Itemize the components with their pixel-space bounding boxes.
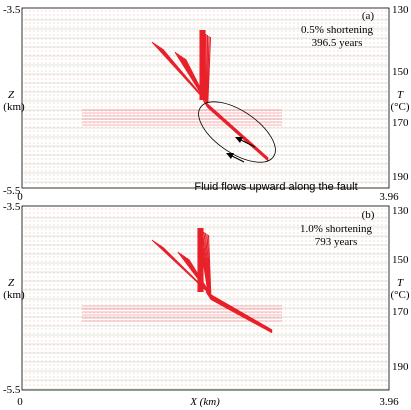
panel-b-t-tick-130: 130	[392, 205, 409, 217]
flow-arrow-2	[226, 153, 245, 163]
panel-a-t-tick-170: 170	[392, 117, 409, 129]
panel-a-time: 396.5 years	[312, 37, 363, 49]
panel-a-vector-field	[22, 10, 389, 184]
panel-b-label: (b)	[362, 209, 375, 221]
panel-b-time: 793 years	[315, 236, 357, 248]
panel-a-t-unit: (°C)	[390, 101, 409, 113]
panel-b: (b) 1.0% shortening 793 years -3.5 -5.5 …	[3, 201, 410, 408]
panel-b-x-right-tick: 3.96	[379, 396, 399, 408]
panel-a-t-tick-190: 190	[392, 171, 409, 183]
panel-b-shortening: 1.0% shortening	[300, 223, 373, 235]
panel-b-t-label: T	[397, 277, 404, 289]
panel-b-z-top-tick: -3.5	[3, 201, 21, 213]
flow-arrow-1	[235, 137, 256, 148]
panel-a-label: (a)	[362, 10, 375, 22]
panel-a-t-tick-130: 130	[392, 4, 409, 16]
panel-a-z-label: Z	[8, 89, 15, 101]
panel-a-x-left-tick: 0	[17, 191, 23, 203]
panel-b-x-left-tick: 0	[17, 396, 23, 408]
panel-a: (a) 0.5% shortening 396.5 years Fluid fl…	[3, 4, 410, 203]
panel-b-t-unit: (°C)	[390, 289, 409, 301]
panel-a-t-label: T	[397, 89, 404, 101]
panel-b-t-tick-170: 170	[392, 306, 409, 318]
panel-a-x-right-tick: 3.96	[379, 191, 399, 203]
panel-b-x-label: X (km)	[189, 396, 220, 408]
fault-highlight-ellipse	[198, 101, 276, 163]
panel-b-vector-field	[22, 208, 389, 390]
panel-a-z-top-tick: -3.5	[3, 4, 21, 16]
panel-a-z-bottom-tick: -5.5	[3, 185, 21, 197]
panel-a-shortening: 0.5% shortening	[301, 24, 374, 36]
fluid-flow-annotation: Fluid flows upward along the fault	[194, 181, 357, 193]
panel-a-z-unit: (km)	[3, 101, 25, 113]
panel-b-z-bottom-tick: -5.5	[3, 384, 21, 396]
panel-b-t-tick-150: 150	[392, 254, 409, 266]
panel-b-z-unit: (km)	[3, 289, 25, 301]
panel-a-t-tick-150: 150	[392, 66, 409, 78]
panel-b-z-label: Z	[8, 277, 15, 289]
panel-b-t-tick-190: 190	[392, 361, 409, 373]
